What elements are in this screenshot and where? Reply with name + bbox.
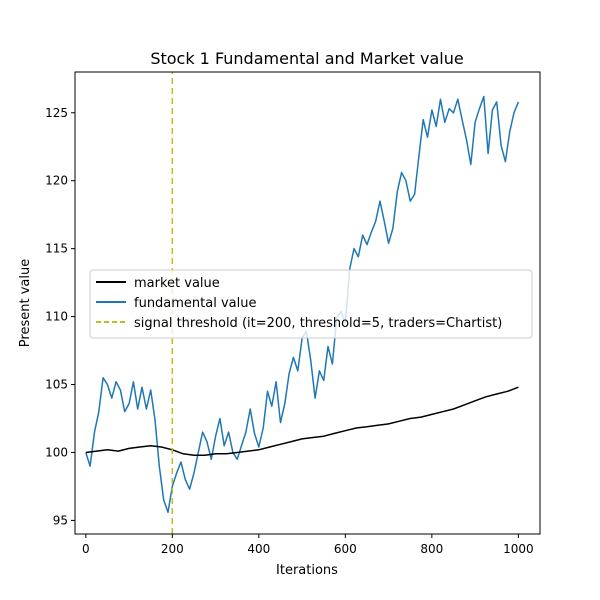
y-axis-label: Present value <box>18 259 33 347</box>
y-tick-label: 100 <box>45 445 68 459</box>
plot-frame <box>74 71 541 535</box>
x-tick-label: 800 <box>420 542 443 556</box>
y-tick-label: 105 <box>45 378 68 392</box>
y-tick-label: 95 <box>53 513 68 527</box>
series-line-market-value <box>85 386 519 456</box>
y-tick-label: 120 <box>45 174 68 188</box>
y-tick-label: 125 <box>45 106 68 120</box>
y-tick-label: 110 <box>45 310 68 324</box>
x-tick-label: 600 <box>334 542 357 556</box>
legend-box <box>89 269 533 339</box>
y-tick-label: 115 <box>45 242 68 256</box>
x-tick-label: 400 <box>247 542 270 556</box>
legend: market value fundamental value signal th… <box>89 269 533 339</box>
x-tick-label: 0 <box>82 542 90 556</box>
y-axis-ticks: 95 100 105 110 115 120 125 <box>45 106 75 527</box>
x-axis-ticks: 0 200 400 600 800 1000 <box>82 534 534 556</box>
legend-label-fundamental-value: fundamental value <box>134 296 257 311</box>
x-axis-label: Iterations <box>276 563 338 578</box>
chart-title: Stock 1 Fundamental and Market value <box>150 49 463 68</box>
x-tick-label: 200 <box>161 542 184 556</box>
legend-label-market-value: market value <box>134 276 220 291</box>
x-tick-label: 1000 <box>503 542 534 556</box>
legend-label-signal-threshold: signal threshold (it=200, threshold=5, t… <box>134 316 502 331</box>
